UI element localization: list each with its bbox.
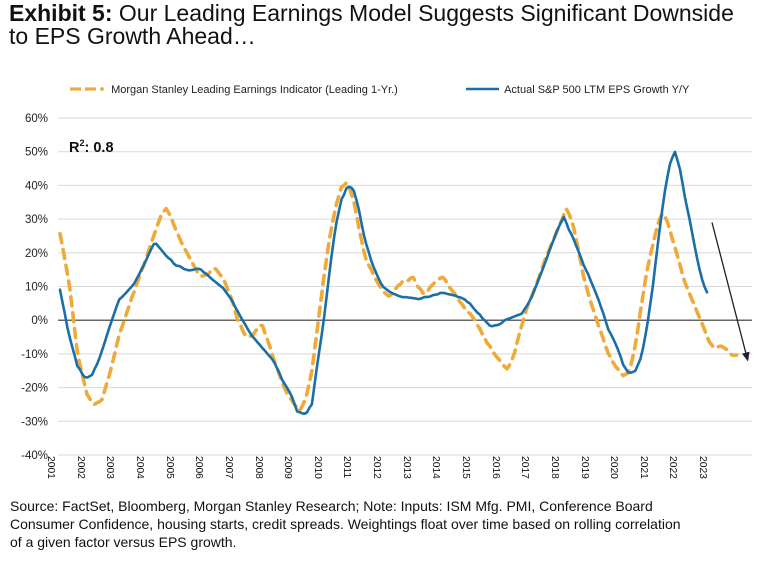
svg-text:-10%: -10% [21,349,48,361]
svg-text:20%: 20% [25,248,48,260]
svg-text:60%: 60% [25,113,48,125]
svg-text:30%: 30% [25,214,48,226]
svg-text:50%: 50% [25,147,48,159]
svg-text:10%: 10% [25,282,48,294]
svg-text:0%: 0% [31,315,48,327]
svg-text:-20%: -20% [21,383,48,395]
svg-text:-30%: -30% [21,416,48,428]
svg-text:40%: 40% [25,180,48,192]
